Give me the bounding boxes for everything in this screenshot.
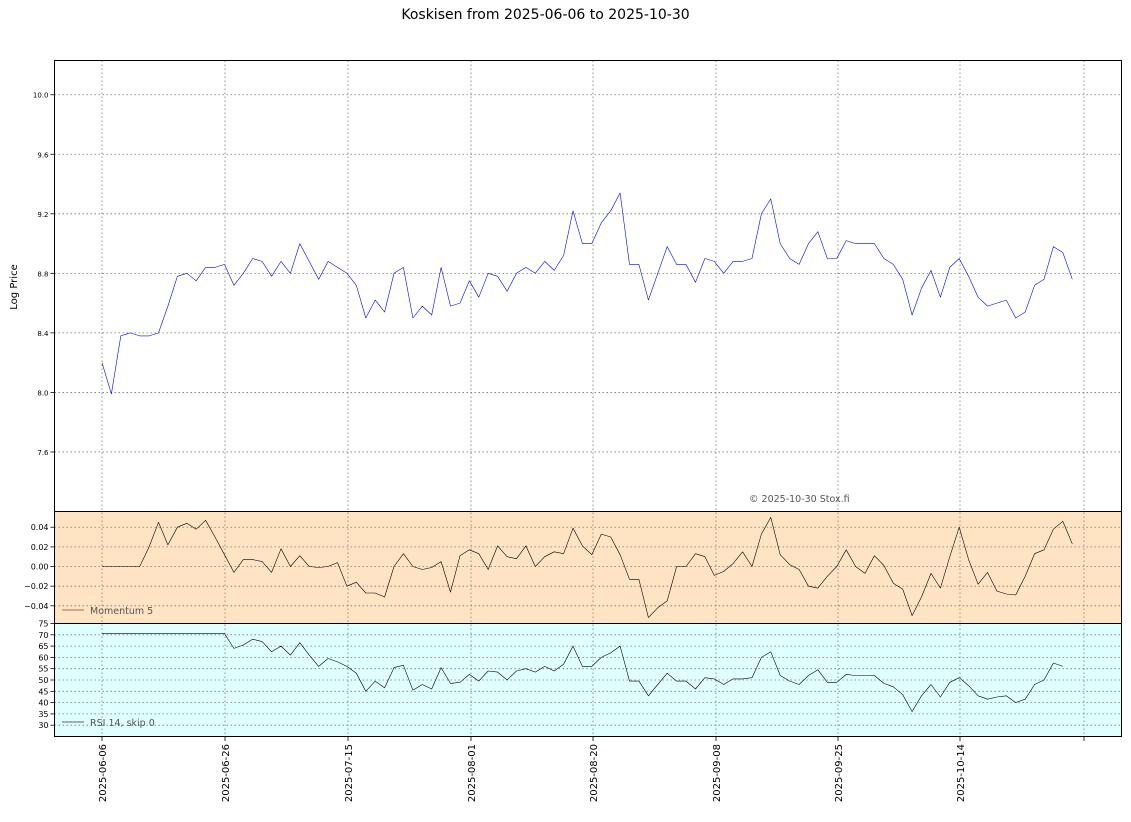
momentum-y-tick-label: 0.04 [31, 523, 49, 532]
rsi-y-tick-label: 30 [38, 721, 48, 730]
x-tick-label: 2025-07-15 [344, 744, 355, 802]
rsi-legend: RSI 14, skip 0 [62, 718, 155, 729]
price-y-tick-label: 7.6 [37, 449, 49, 457]
copyright-note: © 2025-10-30 Stox.fi [749, 494, 850, 505]
x-tick-label: 2025-06-26 [221, 744, 232, 802]
momentum-y-tick-label: 0.00 [31, 563, 49, 572]
rsi-y-tick-label: 40 [38, 699, 48, 708]
momentum-series-line [102, 517, 1073, 618]
rsi-y-tick-label: 45 [38, 687, 48, 696]
series-layer [101, 192, 1073, 712]
momentum-legend: Momentum 5 [62, 606, 153, 617]
x-tick-label: 2025-08-01 [467, 744, 478, 802]
momentum-y-tick-label: −0.02 [24, 582, 49, 591]
rsi-y-tick-label: 55 [38, 665, 48, 674]
rsi-y-tick-label: 50 [38, 676, 48, 685]
momentum-legend-label: Momentum 5 [90, 606, 153, 617]
rsi-panel-frame [54, 623, 1122, 737]
rsi-legend-label: RSI 14, skip 0 [90, 718, 155, 729]
price-y-axis-label: Log Price [9, 264, 20, 309]
rsi-y-tick-label: 35 [38, 710, 48, 719]
price-series-line [101, 192, 1073, 395]
x-tick-label: 2025-06-06 [98, 744, 109, 802]
price-y-tick-label: 10.0 [33, 92, 49, 100]
x-tick-label: 2025-10-14 [956, 744, 967, 802]
tick-layer: 2025-06-06 2025-06-26 2025-07-15 2025-08-01… [24, 92, 1085, 802]
rsi-series-line [102, 633, 1063, 712]
rsi-y-tick-label: 70 [38, 631, 48, 640]
price-y-tick-label: 9.6 [37, 151, 49, 159]
x-tick-label: 2025-09-08 [712, 744, 723, 802]
momentum-y-tick-label: 0.02 [31, 543, 49, 552]
price-y-tick-label: 9.2 [37, 211, 48, 219]
price-y-tick-label: 8.8 [37, 270, 48, 278]
rsi-y-tick-label: 60 [38, 653, 48, 662]
rsi-y-tick-label: 75 [38, 620, 48, 629]
momentum-y-tick-label: −0.04 [24, 602, 49, 611]
price-y-tick-label: 8.0 [37, 389, 48, 397]
price-panel-frame [54, 60, 1122, 512]
chart-title: Koskisen from 2025-06-06 to 2025-10-30 [401, 7, 690, 23]
rsi-y-tick-label: 65 [38, 642, 48, 651]
momentum-panel-bg [54, 511, 1122, 624]
x-tick-label: 2025-08-20 [589, 744, 600, 802]
price-y-tick-label: 8.4 [37, 330, 49, 338]
x-tick-label: 2025-09-25 [834, 744, 845, 802]
